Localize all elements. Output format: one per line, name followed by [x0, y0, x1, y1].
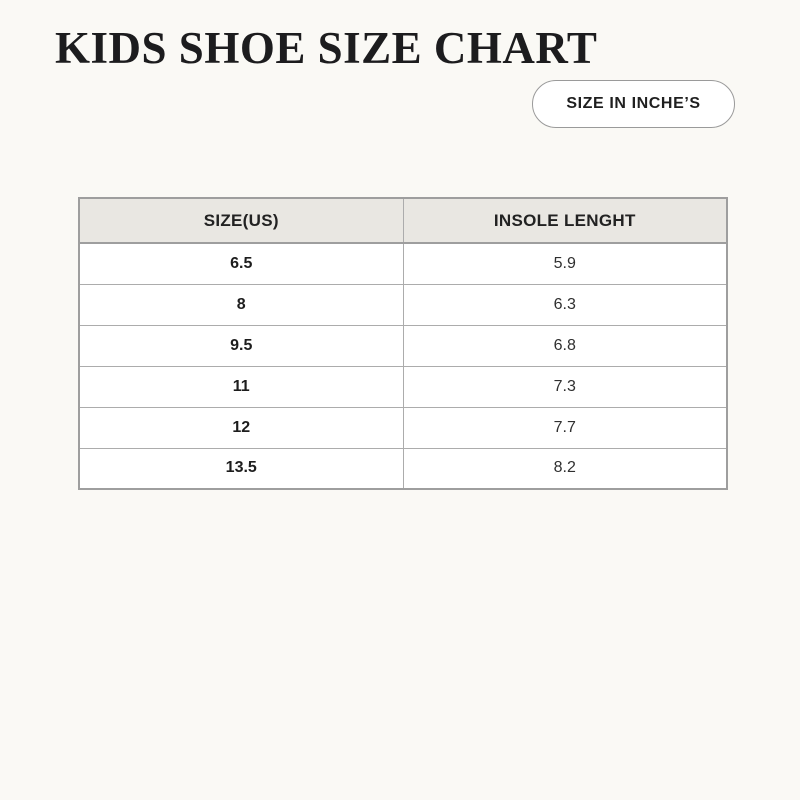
size-chart-table: SIZE(US) INSOLE LENGHT 6.5 5.9 8 6.3 9.5… — [78, 197, 728, 490]
column-header-insole: INSOLE LENGHT — [402, 197, 728, 244]
table-header-row: SIZE(US) INSOLE LENGHT — [78, 197, 728, 244]
size-cell: 9.5 — [78, 324, 404, 367]
table-row: 9.5 6.8 — [78, 324, 728, 367]
table-row: 6.5 5.9 — [78, 242, 728, 285]
size-cell: 6.5 — [78, 242, 404, 285]
size-cell: 11 — [78, 365, 404, 408]
size-cell: 13.5 — [78, 447, 404, 490]
size-unit-button[interactable]: SIZE IN INCHE’S — [532, 80, 735, 128]
table-row: 12 7.7 — [78, 406, 728, 449]
size-cell: 8 — [78, 283, 404, 326]
size-cell: 12 — [78, 406, 404, 449]
insole-cell: 5.9 — [402, 242, 728, 285]
column-header-size: SIZE(US) — [78, 197, 404, 244]
insole-cell: 7.3 — [402, 365, 728, 408]
insole-cell: 8.2 — [402, 447, 728, 490]
table-row: 8 6.3 — [78, 283, 728, 326]
table-row: 11 7.3 — [78, 365, 728, 408]
insole-cell: 6.8 — [402, 324, 728, 367]
insole-cell: 6.3 — [402, 283, 728, 326]
insole-cell: 7.7 — [402, 406, 728, 449]
table-row: 13.5 8.2 — [78, 447, 728, 490]
page-title: KIDS SHOE SIZE CHART — [55, 23, 598, 73]
